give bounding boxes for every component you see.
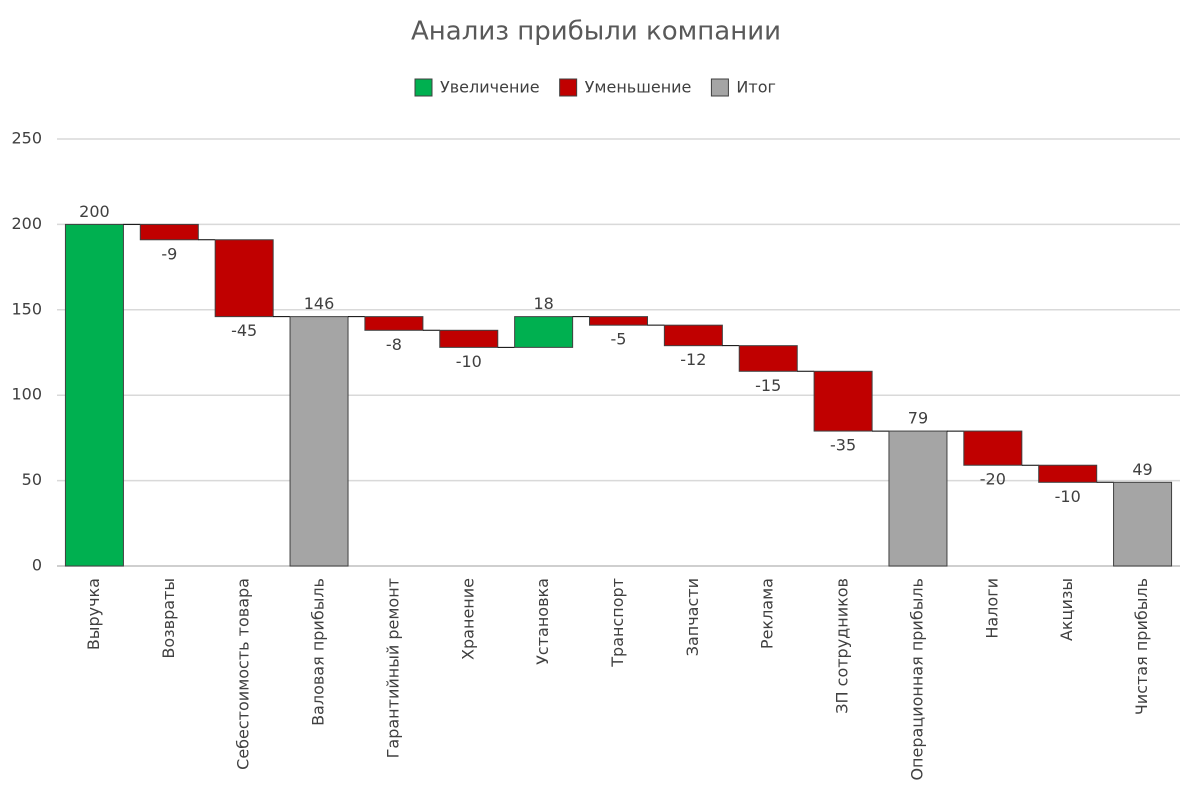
bar (64, 223, 124, 567)
data-label: -9 (161, 244, 177, 263)
data-label: -45 (231, 321, 257, 340)
y-tick-label: 200 (11, 214, 42, 233)
legend-label: Итог (736, 78, 775, 97)
data-label: 18 (533, 294, 553, 313)
data-label: -10 (1055, 487, 1081, 506)
bar (1038, 464, 1098, 483)
x-tick-label: Запчасти (683, 578, 702, 656)
x-tick-label: Акцизы (1057, 578, 1076, 641)
x-tick-label: Хранение (458, 578, 477, 660)
data-label: -12 (680, 350, 706, 369)
bar (214, 239, 274, 318)
x-tick-label: Выручка (84, 578, 103, 650)
bar (139, 223, 199, 241)
bar (364, 316, 424, 331)
x-tick-label: Налоги (982, 578, 1001, 639)
legend-swatch (710, 78, 729, 97)
bar (663, 324, 723, 347)
data-label: -15 (755, 376, 781, 395)
legend-label: Увеличение (440, 78, 540, 97)
y-tick-label: 0 (32, 556, 42, 575)
y-tick-label: 100 (11, 385, 42, 404)
data-label: -5 (611, 330, 627, 349)
data-label: 79 (908, 409, 928, 428)
x-tick-label: Транспорт (608, 578, 627, 668)
x-tick-label: Реклама (758, 578, 777, 649)
data-label: -10 (456, 352, 482, 371)
bar (439, 329, 499, 348)
data-label: 146 (304, 294, 335, 313)
x-tick-label: Гарантийный ремонт (383, 578, 402, 758)
bar (813, 370, 873, 432)
x-tick-label: Операционная прибыль (907, 578, 926, 781)
x-tick-label: Установка (533, 578, 552, 665)
x-tick-label: Чистая прибыль (1132, 578, 1151, 715)
legend-swatch (414, 78, 433, 97)
y-tick-label: 250 (11, 129, 42, 148)
chart-title: Анализ прибыли компании (411, 17, 781, 47)
bar (514, 316, 574, 348)
x-tick-label: ЗП сотрудников (833, 578, 852, 714)
bar (963, 430, 1023, 466)
legend-swatch (559, 78, 578, 97)
data-label: -8 (386, 335, 402, 354)
bar (289, 316, 349, 567)
y-tick-label: 150 (11, 299, 42, 318)
y-tick-label: 50 (22, 470, 42, 489)
data-label: 200 (79, 202, 110, 221)
x-tick-label: Валовая прибыль (309, 578, 328, 726)
x-tick-label: Возвраты (159, 578, 178, 659)
bar (1113, 481, 1173, 567)
legend-label: Уменьшение (585, 78, 692, 97)
data-label: -35 (830, 436, 856, 455)
bar (589, 316, 648, 326)
x-tick-label: Себестоимость товара (234, 578, 253, 770)
data-label: -20 (980, 470, 1006, 489)
bar (888, 430, 948, 567)
data-label: 49 (1132, 460, 1152, 479)
bar (738, 345, 798, 372)
